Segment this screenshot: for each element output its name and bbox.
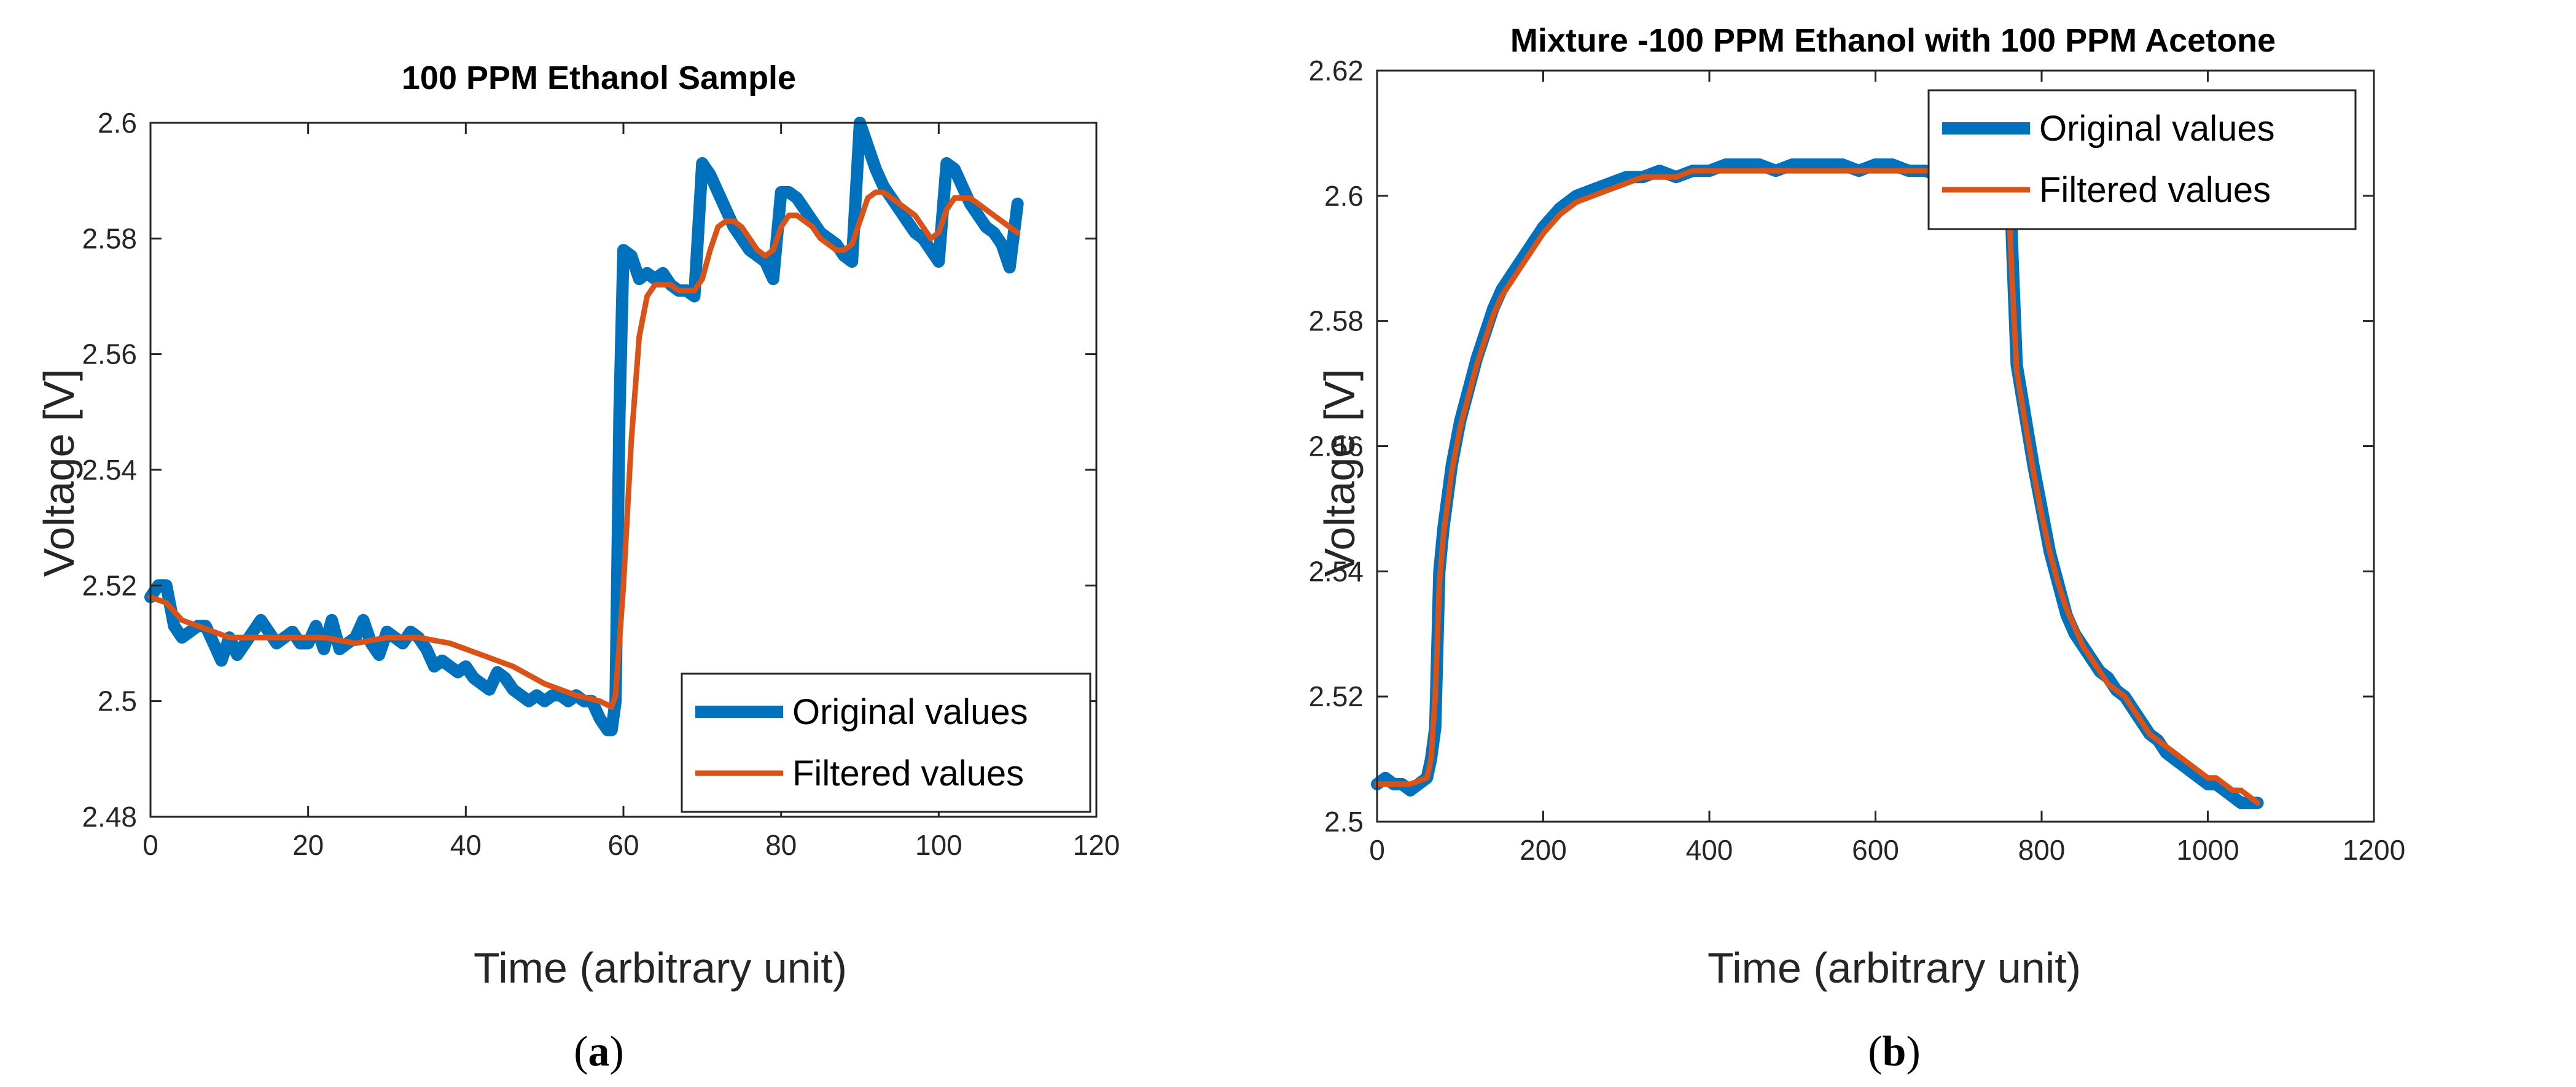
y-tick-label: 2.54 xyxy=(1308,555,1364,587)
legend-box-a xyxy=(1351,688,2303,854)
y-axis-label-b: Voltage [V] xyxy=(1316,369,1364,577)
series-line-filtered xyxy=(147,189,1021,710)
y-tick-label: 2.52 xyxy=(1308,680,1364,712)
x-tick-label: 80 xyxy=(765,829,797,861)
legend-frame xyxy=(681,672,1091,813)
y-tick-label: 2.58 xyxy=(1308,305,1364,337)
x-tick-label: 60 xyxy=(607,829,639,861)
y-tick-label: 2.62 xyxy=(1308,55,1364,87)
y-tick-label: 2.52 xyxy=(82,569,137,601)
x-tick-label: 400 xyxy=(1686,834,1733,866)
caption-letter-a: a xyxy=(588,1028,610,1075)
legend-label-filtered: Filtered values xyxy=(792,754,1024,793)
caption-close-paren-a: ) xyxy=(610,1028,624,1075)
legend-b: Original values Filtered values xyxy=(1927,89,2357,230)
y-ticks-a: 2.48 2.5 2.52 2.54 2.56 2.58 2.6 xyxy=(82,107,1096,833)
x-tick-label: 200 xyxy=(1520,834,1567,866)
y-tick-label: 2.48 xyxy=(82,801,137,833)
panel-b: Mixture -100 PPM Ethanol with 100 PPM Ac… xyxy=(1308,22,2405,1075)
x-tick-label: 20 xyxy=(292,829,324,861)
legend-label-filtered: Filtered values xyxy=(2039,170,2271,210)
series-line-filtered xyxy=(1374,168,2261,806)
caption-close-paren-b: ) xyxy=(1906,1028,1920,1075)
chart-title-b: Mixture -100 PPM Ethanol with 100 PPM Ac… xyxy=(1510,22,2276,59)
x-tick-label: 0 xyxy=(142,829,158,861)
caption-letter-b: b xyxy=(1883,1028,1907,1075)
x-axis-label-a: Time (arbitrary unit) xyxy=(474,944,847,992)
panel-caption-a: (a) xyxy=(574,1028,624,1075)
x-tick-label: 800 xyxy=(2018,834,2066,866)
y-tick-label: 2.6 xyxy=(98,107,137,139)
x-axis-label-b: Time (arbitrary unit) xyxy=(1708,944,2081,992)
legend-a: Original values Filtered values xyxy=(681,672,2303,854)
y-tick-label: 2.5 xyxy=(1324,806,1364,838)
chart-title-a: 100 PPM Ethanol Sample xyxy=(402,60,796,96)
legend-frame xyxy=(1927,89,2357,230)
series-group-a xyxy=(144,117,1024,736)
x-ticks-b: 0 200 400 600 800 1000 1200 xyxy=(1369,71,2405,866)
y-tick-label: 2.6 xyxy=(1324,180,1364,212)
y-tick-label: 2.58 xyxy=(82,222,137,254)
y-tick-label: 2.56 xyxy=(1308,431,1364,462)
caption-open-paren-b: ( xyxy=(1868,1028,1882,1075)
y-tick-label: 2.5 xyxy=(98,685,137,717)
series-group-b xyxy=(1371,127,2264,809)
x-ticks-a: 0 20 40 60 80 100 120 xyxy=(142,123,1120,861)
x-tick-label: 40 xyxy=(450,829,482,861)
x-tick-label: 0 xyxy=(1369,834,1385,866)
y-tick-label: 2.54 xyxy=(82,454,137,486)
panel-a: 100 PPM Ethanol Sample 0 20 40 60 80 100 120 2… xyxy=(35,60,2303,1075)
x-tick-label: 120 xyxy=(1073,829,1120,861)
y-ticks-b: 2.5 2.52 2.54 2.56 2.58 2.6 2.62 xyxy=(1308,55,2374,838)
x-tick-label: 100 xyxy=(915,829,962,861)
caption-open-paren-a: ( xyxy=(574,1028,588,1075)
y-tick-label: 2.56 xyxy=(82,338,137,370)
panel-caption-b: (b) xyxy=(1868,1028,1921,1075)
y-axis-label-a: Voltage [V] xyxy=(35,369,83,577)
x-tick-label: 1200 xyxy=(2343,834,2405,866)
x-tick-label: 1000 xyxy=(2176,834,2239,866)
x-tick-label: 600 xyxy=(1852,834,1899,866)
legend-label-original: Original values xyxy=(792,692,1028,732)
legend-label-original: Original values xyxy=(2039,109,2275,149)
